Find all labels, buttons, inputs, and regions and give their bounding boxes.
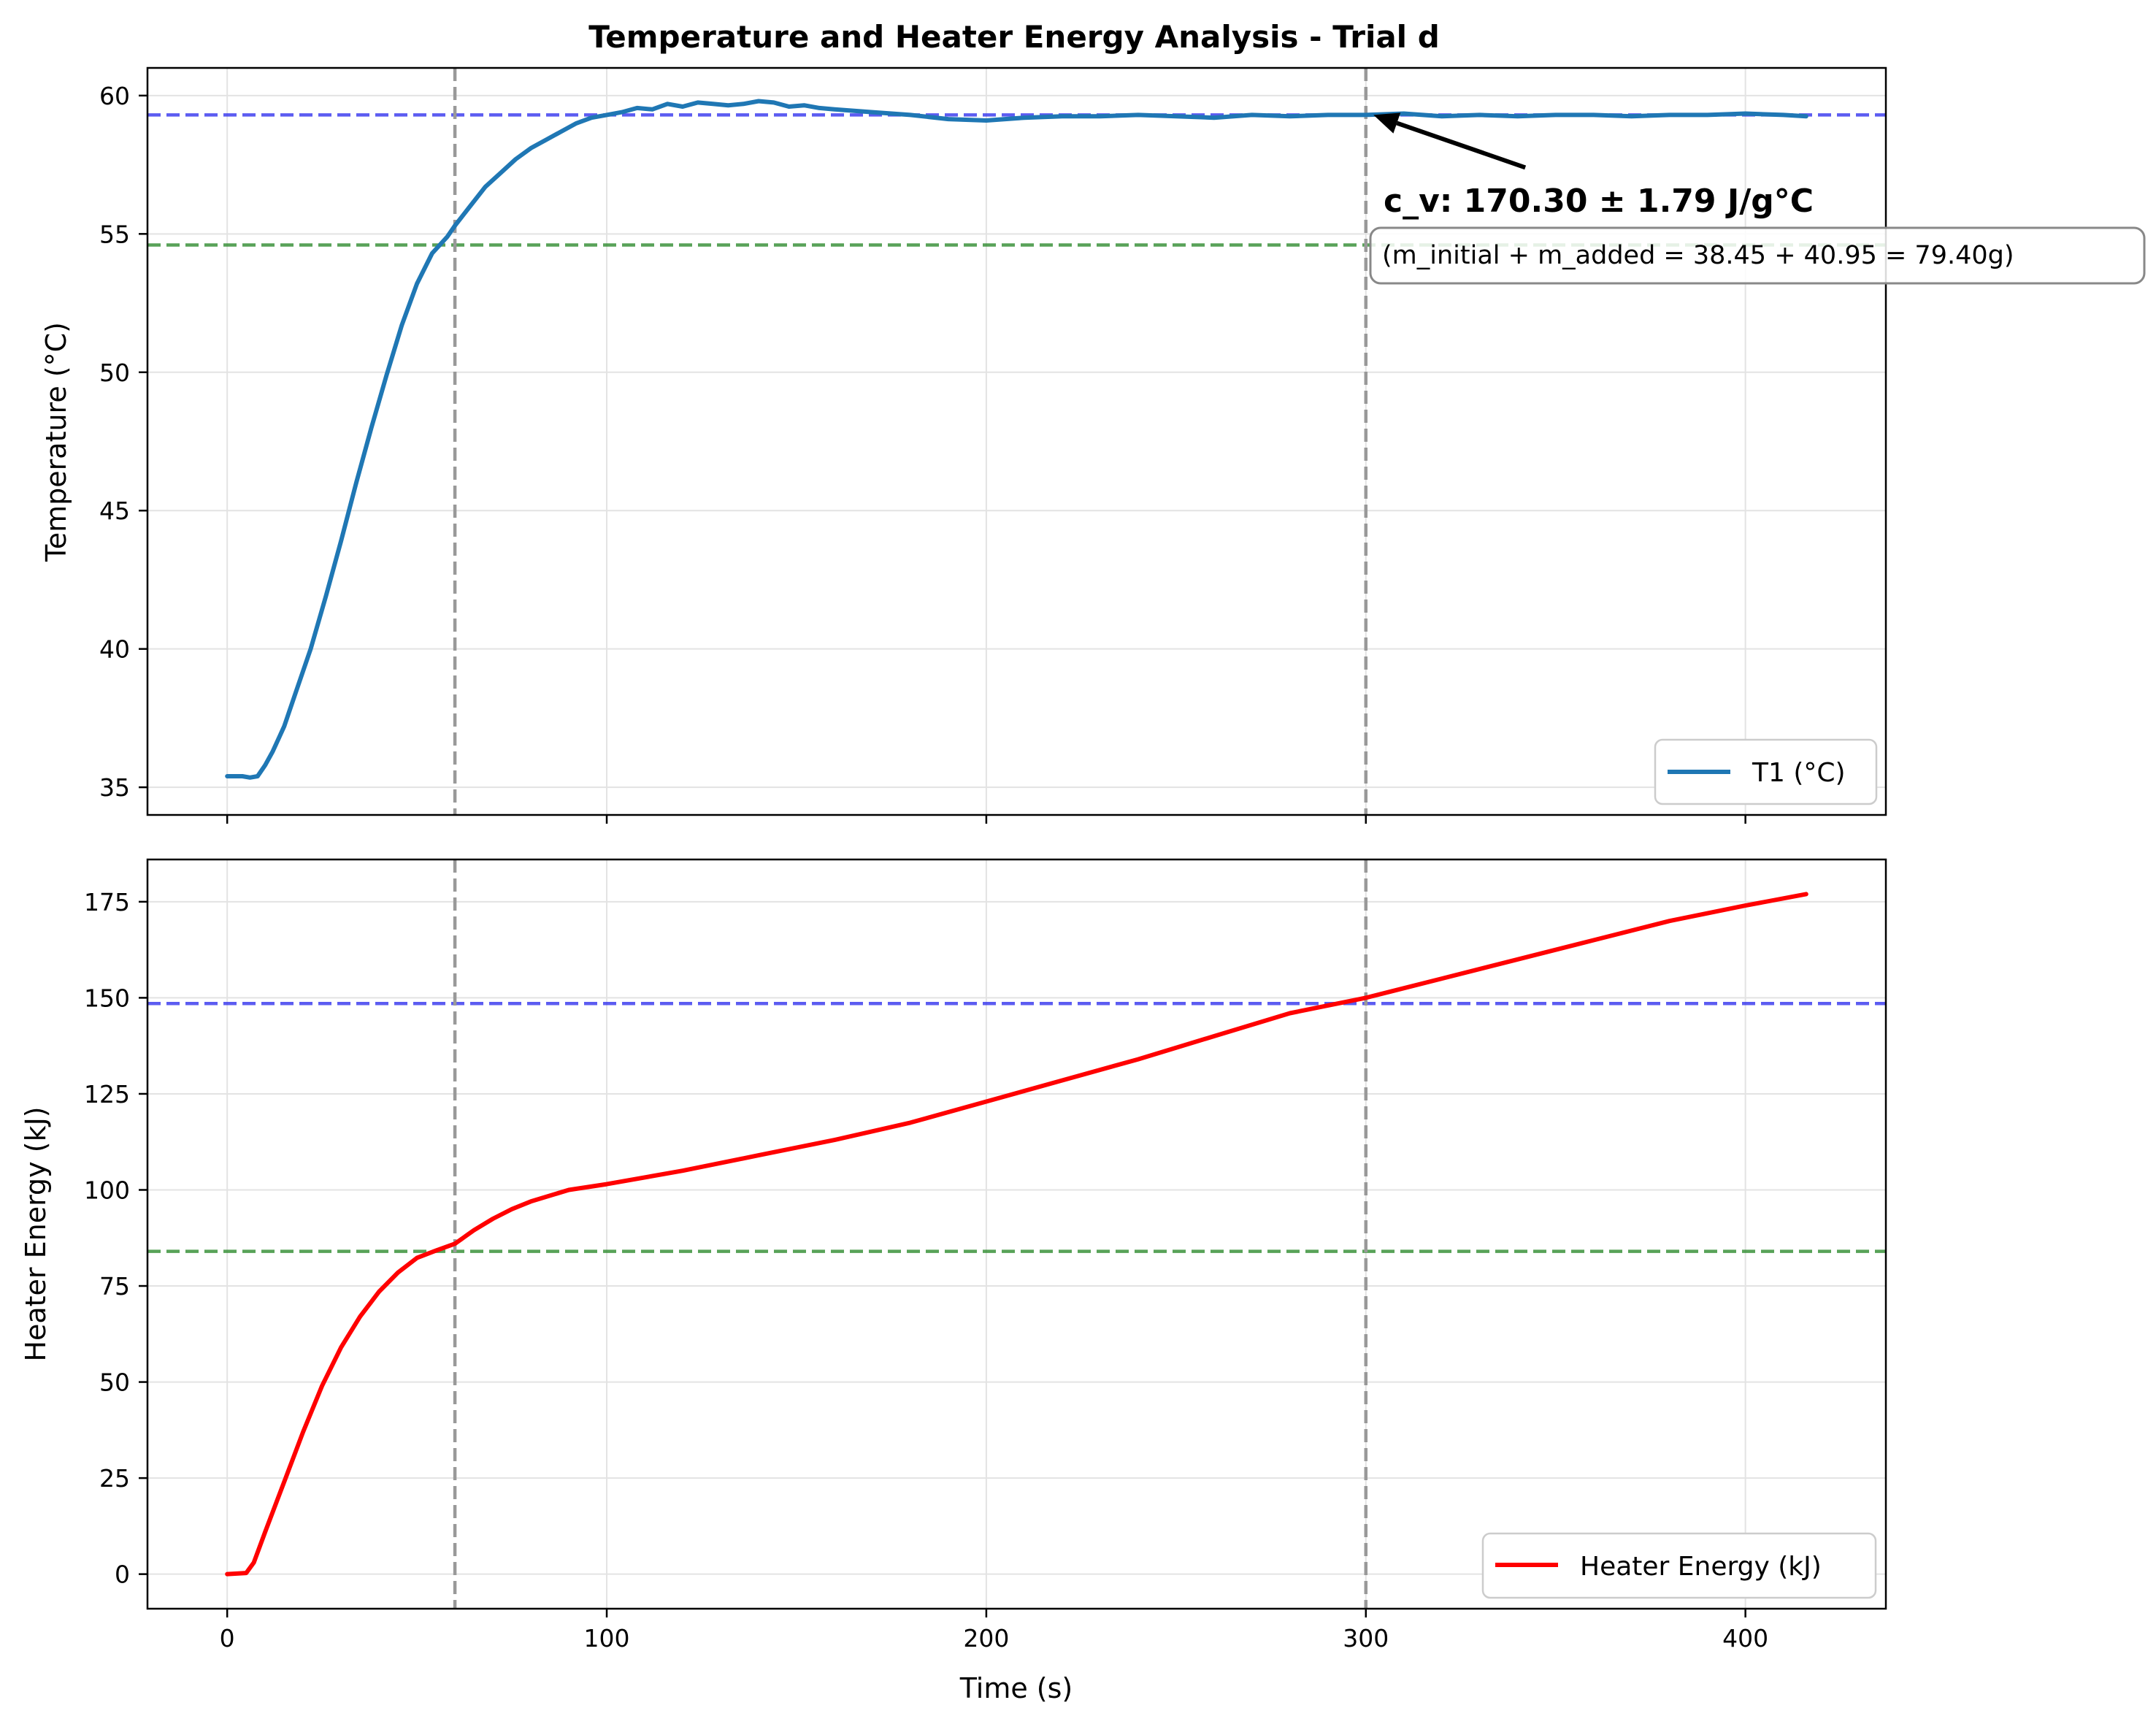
reference-lines	[147, 859, 1886, 1609]
x-tick-label: 400	[1722, 1624, 1768, 1653]
heater-energy-panel: 0 100 200 300 400 0 25 50 75 100 125 150 175 Heater …	[20, 858, 1887, 1704]
y-tick-label: 25	[99, 1464, 130, 1493]
y-tick-label: 55	[99, 220, 130, 248]
legend: T1 (°C)	[1654, 738, 1878, 805]
y-axis-label: Temperature (°C)	[40, 322, 72, 562]
plot-frame	[146, 858, 1887, 1610]
x-tick-label: 300	[1343, 1624, 1389, 1653]
annotation: c_v: 170.30 ± 1.79 J/g°C (m_initial + m_…	[1369, 112, 2146, 285]
grid	[147, 859, 1886, 1609]
y-tick-label: 150	[84, 984, 130, 1012]
chart-title: Temperature and Heater Energy Analysis -…	[588, 19, 1440, 55]
x-tick-label: 0	[220, 1624, 235, 1653]
series-group	[225, 892, 1808, 1577]
y-tick-label: 45	[99, 497, 130, 525]
x-tick-label: 100	[584, 1624, 630, 1653]
annotation-arrowhead	[1373, 112, 1401, 134]
y-tick-label: 60	[99, 82, 130, 110]
annotation-main-text: c_v: 170.30 ± 1.79 J/g°C	[1384, 183, 1814, 220]
y-tick-label: 75	[99, 1272, 130, 1301]
y-axis-label: Heater Energy (kJ)	[20, 1106, 52, 1361]
annotation-box	[1369, 226, 2146, 285]
plot-frame	[146, 66, 1887, 816]
legend-box	[1654, 738, 1878, 805]
legend-label: Heater Energy (kJ)	[1580, 1552, 1822, 1582]
tick-group: 0 100 200 300 400 0 25 50 75 100 125 150 175	[84, 888, 1768, 1653]
y-tick-label: 35	[99, 773, 130, 802]
series-line	[225, 892, 1808, 1577]
annotation-arrow	[1396, 120, 1527, 170]
y-tick-label: 0	[115, 1561, 130, 1589]
annotation-sub-text: (m_initial + m_added = 38.45 + 40.95 = 7…	[1382, 241, 2014, 270]
legend-box	[1481, 1532, 1877, 1599]
y-tick-label: 175	[84, 888, 130, 916]
y-tick-label: 50	[99, 359, 130, 387]
tick-group: 35 40 45 50 55 60	[99, 82, 1746, 824]
x-axis-label: Time (s)	[959, 1672, 1073, 1704]
y-tick-label: 100	[84, 1176, 130, 1204]
y-tick-label: 50	[99, 1368, 130, 1397]
legend: Heater Energy (kJ)	[1481, 1532, 1877, 1599]
reference-lines	[147, 68, 1886, 815]
y-tick-label: 125	[84, 1080, 130, 1108]
grid	[147, 68, 1886, 815]
legend-label: T1 (°C)	[1752, 758, 1846, 788]
y-tick-label: 40	[99, 635, 130, 664]
temperature-panel: 35 40 45 50 55 60 Temperature (°C) c_v: 170.3…	[40, 66, 2146, 824]
x-tick-label: 200	[963, 1624, 1009, 1653]
